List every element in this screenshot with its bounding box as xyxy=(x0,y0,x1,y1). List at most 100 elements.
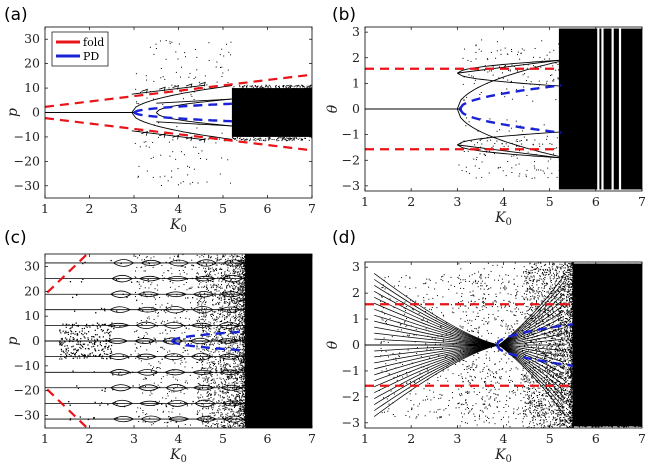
orbit-point xyxy=(239,317,241,319)
orbit-point xyxy=(179,413,181,415)
orbit-point xyxy=(77,350,79,352)
orbit-point xyxy=(470,140,472,142)
orbit-point xyxy=(212,399,214,401)
orbit-point xyxy=(199,355,201,357)
orbit-point xyxy=(463,99,465,101)
x-tick-label: 4 xyxy=(500,194,508,209)
orbit-point xyxy=(236,348,238,349)
orbit-point xyxy=(104,347,106,349)
orbit-point xyxy=(237,300,239,302)
orbit-point xyxy=(212,270,214,272)
orbit-point xyxy=(243,260,245,262)
orbit-point xyxy=(222,378,224,380)
orbit-point xyxy=(179,385,181,387)
orbit-point xyxy=(242,290,244,292)
orbit-point xyxy=(243,308,245,310)
orbit-point xyxy=(95,341,97,343)
orbit-point xyxy=(220,263,222,265)
orbit-point xyxy=(197,371,199,373)
orbit-point xyxy=(105,345,107,347)
orbit-point xyxy=(242,389,244,391)
orbit-point xyxy=(138,130,140,132)
orbit-point xyxy=(555,99,557,101)
orbit-point xyxy=(243,422,245,423)
orbit-point xyxy=(232,336,234,338)
orbit-point xyxy=(213,304,215,306)
orbit-point xyxy=(167,296,169,298)
orbit-point xyxy=(242,282,244,284)
orbit-point xyxy=(237,302,239,304)
orbit-point xyxy=(244,321,246,322)
orbit-point xyxy=(238,262,240,264)
orbit-point xyxy=(243,360,245,362)
orbit-point xyxy=(209,268,211,270)
orbit-point xyxy=(217,338,219,340)
orbit-point xyxy=(240,390,242,392)
orbit-point xyxy=(570,425,572,427)
orbit-point xyxy=(205,307,207,309)
orbit-point xyxy=(87,344,89,346)
orbit-point xyxy=(277,137,279,139)
orbit-point xyxy=(142,342,144,344)
orbit-point xyxy=(507,161,509,162)
orbit-point xyxy=(165,398,167,400)
orbit-point xyxy=(213,412,215,414)
orbit-point xyxy=(526,67,528,69)
orbit-point xyxy=(238,355,240,357)
orbit-point xyxy=(461,170,463,172)
orbit-branch xyxy=(156,121,232,127)
orbit-point xyxy=(138,384,140,386)
orbit-point xyxy=(172,139,174,141)
orbit-point xyxy=(185,317,187,319)
orbit-point xyxy=(511,80,512,82)
resonance-island xyxy=(107,338,129,344)
orbit-point xyxy=(222,256,223,258)
orbit-point xyxy=(105,343,107,345)
orbit-point xyxy=(112,374,114,376)
orbit-point xyxy=(239,286,241,288)
orbit-point xyxy=(60,344,62,346)
orbit-point xyxy=(243,304,245,306)
orbit-point xyxy=(200,394,202,396)
orbit-point xyxy=(244,357,246,359)
orbit-point xyxy=(239,298,241,300)
orbit-point xyxy=(205,425,207,427)
orbit-point xyxy=(214,331,216,333)
orbit-point xyxy=(468,121,470,123)
orbit-point xyxy=(463,100,465,102)
orbit-point xyxy=(195,275,198,278)
orbit-point xyxy=(228,345,230,347)
orbit-point xyxy=(562,356,564,358)
orbit-point xyxy=(506,53,508,55)
orbit-point xyxy=(244,335,245,337)
orbit-point xyxy=(235,267,237,268)
orbit-point xyxy=(217,385,219,387)
orbit-point xyxy=(232,419,234,421)
y-axis-label: p xyxy=(5,336,21,345)
orbit-point xyxy=(555,274,557,276)
orbit-point xyxy=(242,327,244,329)
orbit-point xyxy=(222,327,224,329)
orbit-point xyxy=(532,286,534,288)
orbit-point xyxy=(214,390,216,392)
orbit-point xyxy=(83,336,85,338)
orbit-point xyxy=(244,306,246,308)
resonance-island xyxy=(196,416,218,422)
orbit-point xyxy=(242,257,244,259)
orbit-point xyxy=(222,426,224,428)
orbit-point xyxy=(216,259,218,261)
orbit-point xyxy=(215,304,217,305)
orbit-point xyxy=(233,329,235,331)
orbit-point xyxy=(244,85,246,87)
orbit-point xyxy=(241,333,243,335)
orbit-point xyxy=(136,281,138,283)
orbit-point xyxy=(241,399,243,401)
orbit-point xyxy=(533,165,535,167)
orbit-point xyxy=(233,413,235,415)
orbit-point xyxy=(532,100,534,102)
orbit-point xyxy=(277,138,278,140)
orbit-point xyxy=(60,353,62,356)
orbit-point xyxy=(200,358,201,359)
orbit-point xyxy=(83,343,86,345)
orbit-point xyxy=(234,269,235,271)
